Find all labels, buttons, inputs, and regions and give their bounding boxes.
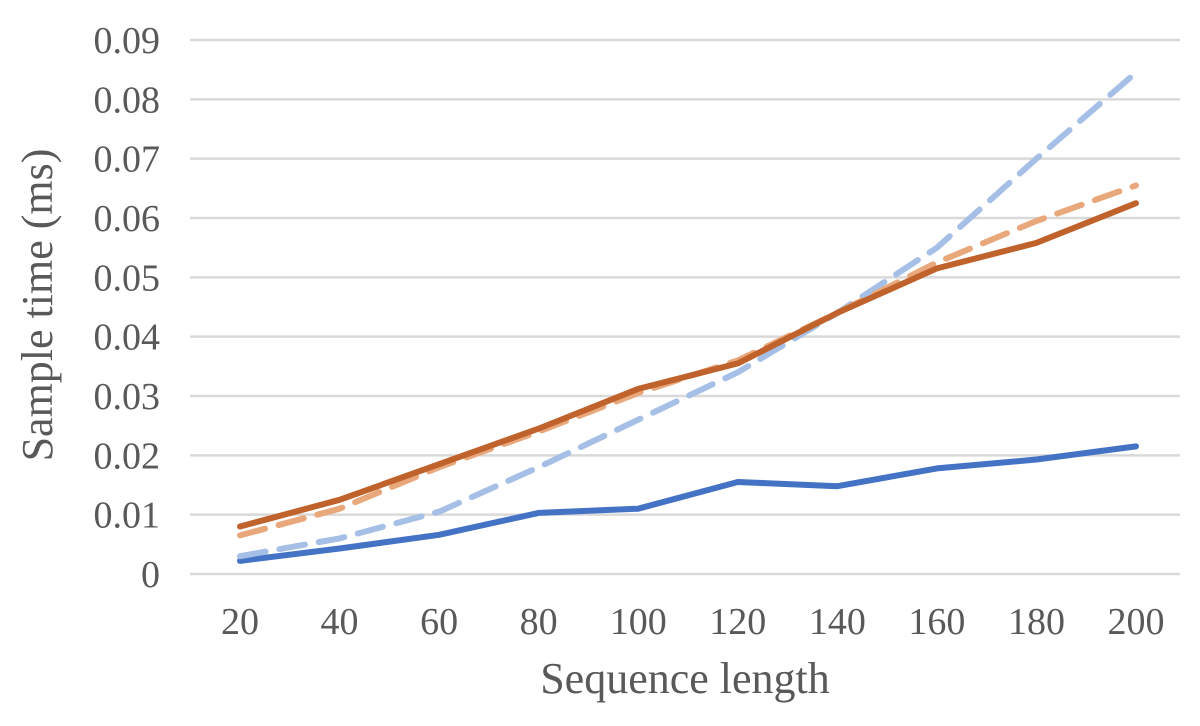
x-tick-label: 160 (908, 601, 965, 643)
line-series-4 (237, 200, 1139, 530)
line-series-1 (237, 443, 1139, 564)
y-tick-label: 0.01 (94, 495, 161, 537)
grid-lines (190, 38, 1180, 576)
x-tick-label: 200 (1108, 601, 1165, 643)
x-tick-label: 20 (221, 601, 259, 643)
y-tick-label: 0.08 (94, 79, 161, 121)
line-series-3 (237, 182, 1139, 539)
y-tick-label: 0.02 (94, 435, 161, 477)
y-tick-label: 0.05 (94, 257, 161, 299)
y-tick-label: 0.04 (94, 317, 161, 359)
x-tick-label: 120 (709, 601, 766, 643)
x-tick-label: 100 (610, 601, 667, 643)
series-lines (237, 69, 1139, 564)
y-tick-label: 0.03 (94, 376, 161, 418)
x-axis-title: Sequence length (540, 654, 830, 703)
x-tick-label: 40 (321, 601, 359, 643)
y-tick-label: 0.06 (94, 198, 161, 240)
x-tick-label: 180 (1008, 601, 1065, 643)
y-axis-title: Sample time (ms) (13, 149, 62, 462)
x-axis-tick-labels: 20 40 60 80 100 120 140 160 180 200 (221, 601, 1165, 643)
x-tick-label: 140 (809, 601, 866, 643)
y-axis-tick-labels: 0 0.01 0.02 0.03 0.04 0.05 0.06 0.07 0.08 0.09 (94, 20, 161, 596)
y-tick-label: 0 (141, 554, 160, 596)
y-tick-label: 0.09 (94, 20, 161, 62)
y-tick-label: 0.07 (94, 139, 161, 181)
x-tick-label: 60 (420, 601, 458, 643)
x-tick-label: 80 (520, 601, 558, 643)
line-series-2 (237, 69, 1139, 560)
